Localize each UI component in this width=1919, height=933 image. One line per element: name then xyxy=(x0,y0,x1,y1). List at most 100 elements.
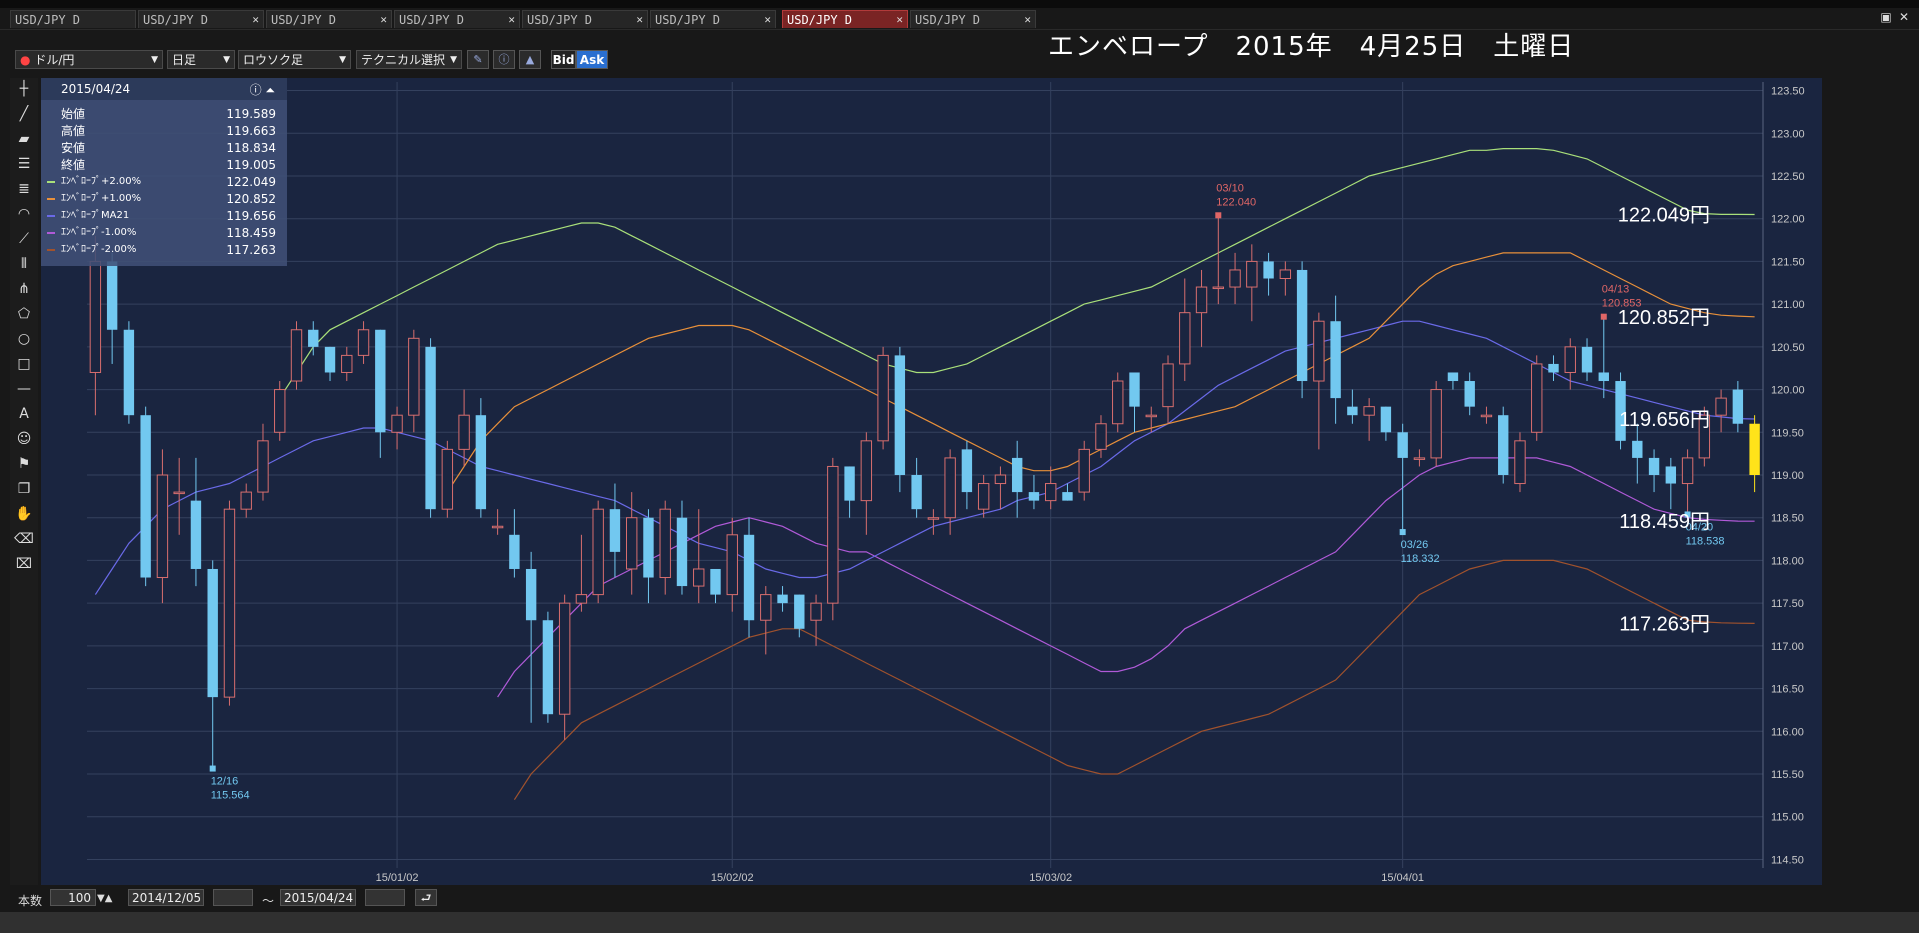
count-input[interactable]: 100 xyxy=(50,889,96,906)
fibonacci-arc-icon[interactable]: ◠ xyxy=(17,206,31,222)
legend-swatch xyxy=(47,198,55,200)
extreme-marker xyxy=(1600,313,1607,320)
tab-5[interactable]: USD/JPY D ✕ xyxy=(522,10,648,28)
price-chart[interactable]: 123.50 123.00 122.50 122.00 121.50 121.00 120.… xyxy=(41,78,1822,885)
bid-toggle[interactable]: Bid xyxy=(551,50,576,69)
from-date-input[interactable]: 2014/12/05 xyxy=(128,889,204,906)
info-value: 122.049 xyxy=(226,175,276,189)
candle-body-down xyxy=(1296,269,1308,382)
currency-pair-select[interactable]: ● ドル/円 ▼ xyxy=(15,50,163,69)
candle-body-up xyxy=(1145,414,1157,418)
close-window-icon[interactable]: ✕ xyxy=(1898,10,1910,24)
info-label: ｴﾝﾍﾞﾛｰﾌﾟ-2.00% xyxy=(61,244,137,255)
envelope-value-label: 118.459円 xyxy=(1619,511,1710,533)
candle-body-up xyxy=(558,602,571,715)
candle-body-down xyxy=(207,568,218,698)
candle-body-down xyxy=(425,346,436,510)
info-value: 118.834 xyxy=(226,141,276,155)
crosshair-icon[interactable]: ┼ xyxy=(19,81,29,97)
y-tick-label: 117.00 xyxy=(1771,641,1804,653)
tab-close-icon[interactable]: ✕ xyxy=(896,13,903,26)
info-collapse-icon[interactable]: ⓘ ⏶ xyxy=(249,83,275,97)
tab-1[interactable]: USD/JPY D xyxy=(10,10,136,28)
ask-toggle[interactable]: Ask xyxy=(576,50,608,69)
candle-body-up xyxy=(760,594,772,621)
text-icon[interactable]: A xyxy=(19,406,29,422)
mountain-chart-icon[interactable]: ▲ xyxy=(519,50,541,69)
candle-body-down xyxy=(777,594,788,604)
candle-body-up xyxy=(173,491,185,495)
env-minus1-line xyxy=(497,457,1755,698)
circle-icon[interactable]: ○ xyxy=(17,331,31,347)
vertical-lines-icon[interactable]: ⦀ xyxy=(20,256,28,272)
candle-body-down xyxy=(1062,492,1073,501)
rectangle-icon[interactable]: □ xyxy=(17,356,31,372)
restore-icon[interactable]: ▣ xyxy=(1880,10,1892,24)
candle-body-down xyxy=(525,568,537,621)
tab-3[interactable]: USD/JPY D ✕ xyxy=(266,10,392,28)
candle-body-up xyxy=(491,525,504,529)
candle-body-up xyxy=(1363,406,1375,416)
tab-close-icon[interactable]: ✕ xyxy=(764,13,771,26)
eraser-all-icon[interactable]: ⌧ xyxy=(15,556,33,572)
alert-icon[interactable]: ⚑ xyxy=(17,456,31,472)
to-date-input[interactable]: 2015/04/24 xyxy=(280,889,356,906)
tab-close-icon[interactable]: ✕ xyxy=(508,13,515,26)
tab-2[interactable]: USD/JPY D ✕ xyxy=(138,10,264,28)
to-time-input[interactable] xyxy=(365,889,405,906)
info-row-low: 安値 118.834 xyxy=(61,140,276,156)
candle-body-down xyxy=(1732,389,1744,424)
ruler-icon[interactable]: ▰ xyxy=(18,131,30,147)
extreme-value-label: 118.332 xyxy=(1401,553,1440,565)
tab-8[interactable]: USD/JPY D ✕ xyxy=(910,10,1036,28)
candle-body-up xyxy=(1078,448,1090,493)
extreme-date-label: 04/13 xyxy=(1602,284,1630,296)
candle-body-up xyxy=(1480,414,1493,418)
candle-body-up xyxy=(1095,423,1107,450)
period-select[interactable]: 日足 ▼ xyxy=(167,50,235,69)
menu-bar xyxy=(0,0,1919,8)
tab-7-active[interactable]: USD/JPY D ✕ xyxy=(782,10,908,28)
env-plus2-line xyxy=(279,148,1755,399)
info-date: 2015/04/24 xyxy=(61,82,131,96)
tab-6[interactable]: USD/JPY D ✕ xyxy=(650,10,776,28)
horizontal-lines-icon[interactable]: ☰ xyxy=(17,156,31,172)
technical-select[interactable]: テクニカル選択 ▼ xyxy=(356,50,462,69)
extreme-marker xyxy=(1215,212,1222,219)
y-tick-label: 115.50 xyxy=(1771,769,1804,781)
candle-body-up xyxy=(944,457,956,519)
info-label: ｴﾝﾍﾞﾛｰﾌﾟ-1.00% xyxy=(61,227,137,238)
apply-return-icon[interactable]: ⮐ xyxy=(415,889,437,906)
multi-lines-icon[interactable]: ≣ xyxy=(18,181,30,197)
tab-close-icon[interactable]: ✕ xyxy=(252,13,259,26)
envelope-value-label: 122.049円 xyxy=(1618,205,1710,227)
count-stepper-icon[interactable]: ▼▲ xyxy=(97,893,113,904)
chart-type-select[interactable]: ロウソク足 ▼ xyxy=(238,50,351,69)
trendline-icon[interactable]: ╱ xyxy=(19,106,29,122)
hline-icon[interactable]: — xyxy=(17,381,31,397)
period-value: 日足 xyxy=(172,53,197,67)
tab-label: USD/JPY D xyxy=(655,13,721,27)
candle-body-down xyxy=(475,415,487,510)
copy-icon[interactable]: ❐ xyxy=(17,481,31,497)
tab-close-icon[interactable]: ✕ xyxy=(380,13,387,26)
x-tick-label: 15/03/02 xyxy=(1029,872,1072,884)
from-time-input[interactable] xyxy=(213,889,253,906)
pitchfork-icon[interactable]: ⋔ xyxy=(18,281,30,297)
fan-icon[interactable]: ⟋ xyxy=(19,231,29,247)
candle-body-up xyxy=(89,260,102,373)
candle-body-down xyxy=(1011,457,1023,493)
pentagon-icon[interactable]: ⬠ xyxy=(17,306,31,322)
tab-close-icon[interactable]: ✕ xyxy=(1024,13,1031,26)
eraser-icon[interactable]: ⌫ xyxy=(14,531,34,547)
emoji-icon[interactable]: ☺ xyxy=(16,431,32,447)
info-value: 118.459 xyxy=(226,226,276,240)
tab-4[interactable]: USD/JPY D ✕ xyxy=(394,10,520,28)
info-icon[interactable]: ⓘ xyxy=(493,50,515,69)
x-tick-label: 15/04/01 xyxy=(1381,872,1424,884)
y-tick-label: 115.00 xyxy=(1771,812,1804,824)
candle-body-up xyxy=(827,465,839,604)
pen-icon[interactable]: ✎ xyxy=(467,50,489,69)
tab-close-icon[interactable]: ✕ xyxy=(636,13,643,26)
hand-icon[interactable]: ✋ xyxy=(15,506,33,522)
